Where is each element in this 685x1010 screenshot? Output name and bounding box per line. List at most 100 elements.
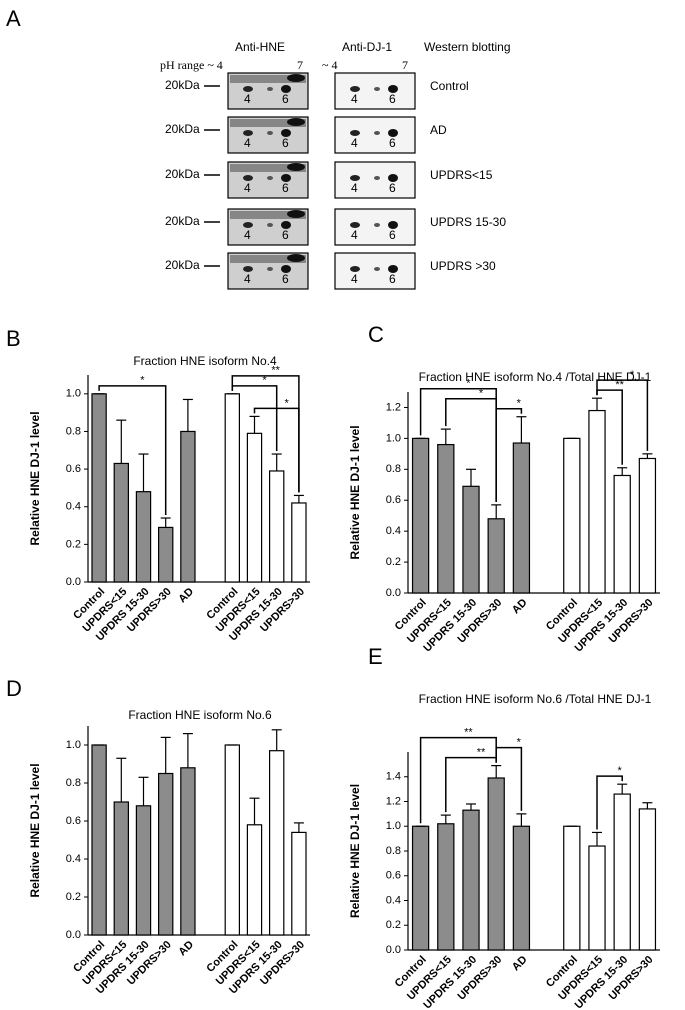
bar [588,845,606,951]
y-tick-label: 0.6 [386,494,401,506]
ph-label: ~ 4 [322,58,338,72]
blot-spot [287,254,305,262]
y-tick-label: 0.6 [66,463,81,475]
significance-bracket [98,385,167,516]
bar [487,777,505,951]
blot-spot [374,223,380,227]
blot-image [334,208,416,246]
y-tick-label: 1.0 [66,388,81,400]
y-tick-label: 1.0 [386,432,401,444]
bar [462,809,480,951]
bar [437,443,455,594]
blot-image [334,116,416,154]
blot-spot [350,266,360,272]
bar [268,750,285,936]
y-tick-label: 0.8 [66,777,81,789]
panel-letter: C [368,322,384,347]
blot-spot [287,118,305,126]
column-label: Anti-HNE [235,40,285,54]
y-tick-label: 0.2 [66,891,81,903]
blot-spot [374,131,380,135]
row-label: Control [430,79,469,93]
bar [411,437,430,594]
significance-label: * [466,378,471,390]
chart-title: Fraction HNE isoform No.4 /Total HNE DJ-… [419,370,652,384]
y-tick-label: 0.4 [66,853,81,865]
panel-letter: A [6,6,21,31]
spot-label: 4 [244,228,251,242]
bar [462,485,480,594]
bar [180,430,196,583]
y-tick-label: 1.0 [386,820,401,832]
spot-label: 6 [389,272,396,286]
bar [411,825,430,951]
blot-spot [267,223,273,227]
bar [91,744,107,936]
y-tick-label: 0.4 [66,501,81,513]
significance-bracket [231,375,300,493]
bar [135,491,152,583]
blot-spot [388,221,398,229]
bar [291,831,307,936]
y-axis-label: Relative HNE DJ-1 level [348,784,362,918]
bar [246,824,263,936]
bar [638,808,657,951]
y-tick-label: 0.6 [386,870,401,882]
bar [224,744,241,936]
bar [588,409,606,594]
significance-bracket [596,775,623,830]
spot-label: 6 [282,136,289,150]
significance-label: * [479,388,484,400]
row-label: UPDRS<15 [430,168,493,182]
bar [113,801,130,936]
marker-label: 20kDa [165,78,200,92]
blot-spot [350,130,360,136]
x-tick-label: AD [510,597,530,617]
row-label: AD [430,123,447,137]
blot-image [334,252,416,290]
significance-label: ** [271,365,280,377]
x-tick-label: AD [510,954,530,974]
y-tick-label: 0.0 [66,929,81,941]
bar [268,470,285,583]
significance-label: ** [615,379,624,391]
significance-label: * [262,375,267,387]
blot-spot [287,210,305,218]
blot-band [230,164,306,172]
significance-label: * [517,398,522,410]
blot-spot [281,265,291,273]
y-tick-label: 0.8 [386,463,401,475]
significance-label: ** [464,727,473,739]
blot-spot [388,174,398,182]
ph-label: 7 [297,58,303,72]
blot-spot [287,163,305,171]
spot-label: 6 [282,228,289,242]
significance-bracket [596,379,649,451]
spot-label: 4 [244,272,251,286]
marker-label: 20kDa [165,214,200,228]
spot-label: 6 [282,181,289,195]
blot-spot [388,265,398,273]
blot-spot [388,129,398,137]
bar [613,793,631,951]
y-tick-label: 0.0 [386,587,401,599]
bar [224,393,241,583]
bar [437,823,455,951]
y-tick-label: 0.2 [386,556,401,568]
blot-spot [350,222,360,228]
bar [113,462,130,583]
blot-spot [388,85,398,93]
blot-spot [267,87,273,91]
y-tick-label: 0.6 [66,815,81,827]
blot-spot [281,221,291,229]
bar [512,442,531,594]
significance-label: * [617,765,622,777]
bar [512,825,531,951]
significance-label: * [517,737,522,749]
spot-label: 4 [351,136,358,150]
y-axis-label: Relative HNE DJ-1 level [28,763,42,897]
y-tick-label: 0.8 [386,845,401,857]
spot-label: 4 [351,272,358,286]
chart-title: Fraction HNE isoform No.6 /Total HNE DJ-… [419,692,652,706]
